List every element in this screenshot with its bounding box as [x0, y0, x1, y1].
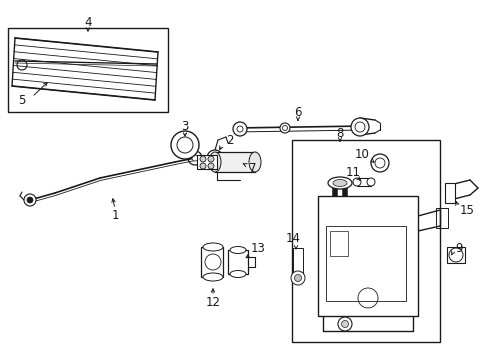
Bar [215, 152, 254, 172]
Ellipse shape [203, 273, 223, 281]
Bar [8, 28, 168, 112]
Text: 7: 7 [249, 162, 256, 175]
Bar [197, 155, 217, 169]
Text: 5: 5 [18, 94, 26, 107]
Text: 4: 4 [84, 15, 92, 28]
Bar [227, 250, 247, 274]
Circle shape [366, 178, 374, 186]
Text: 14: 14 [285, 231, 300, 244]
Circle shape [200, 163, 205, 169]
Circle shape [207, 163, 214, 169]
Text: 1: 1 [111, 208, 119, 221]
Ellipse shape [248, 152, 261, 172]
Bar [201, 247, 223, 277]
Circle shape [192, 155, 198, 161]
Bar [325, 226, 405, 301]
Ellipse shape [203, 243, 223, 251]
Bar [317, 196, 417, 316]
Circle shape [370, 154, 388, 172]
Bar [329, 231, 347, 256]
Circle shape [27, 197, 33, 203]
Ellipse shape [208, 152, 221, 172]
Circle shape [232, 122, 246, 136]
Text: 15: 15 [459, 203, 474, 216]
Circle shape [350, 118, 368, 136]
Circle shape [294, 274, 301, 282]
Ellipse shape [229, 270, 245, 278]
Text: 13: 13 [250, 242, 265, 255]
Circle shape [290, 271, 305, 285]
Bar [446, 247, 464, 263]
Text: 8: 8 [336, 126, 343, 140]
Bar [291, 140, 439, 342]
Circle shape [207, 156, 214, 162]
Bar [435, 208, 447, 228]
Text: 3: 3 [181, 120, 188, 132]
Bar [292, 248, 303, 278]
Circle shape [206, 150, 223, 166]
Bar [444, 183, 454, 203]
Text: 10: 10 [354, 148, 368, 161]
Text: 11: 11 [345, 166, 360, 179]
Circle shape [24, 194, 36, 206]
Text: 2: 2 [226, 134, 233, 147]
Circle shape [171, 131, 199, 159]
Circle shape [337, 317, 351, 331]
Text: 6: 6 [294, 105, 301, 118]
Circle shape [280, 123, 289, 133]
Bar [356, 178, 370, 186]
Text: 12: 12 [205, 296, 220, 309]
Circle shape [200, 156, 205, 162]
Ellipse shape [327, 177, 351, 189]
Circle shape [352, 178, 360, 186]
Ellipse shape [229, 247, 245, 253]
Circle shape [341, 320, 348, 328]
Ellipse shape [332, 180, 346, 186]
Text: 9: 9 [454, 242, 462, 255]
